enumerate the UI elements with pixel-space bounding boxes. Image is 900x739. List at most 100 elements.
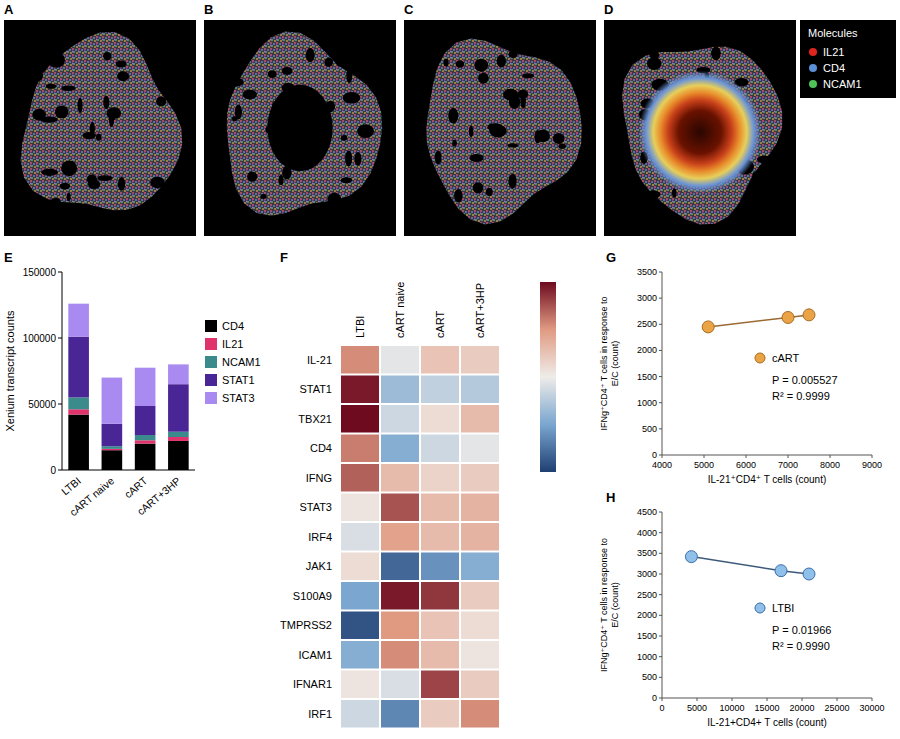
airspace	[559, 58, 575, 62]
bar-segment	[135, 440, 156, 443]
annotation: P = 0.005527	[772, 374, 838, 386]
y-tick-label: 3500	[637, 548, 657, 558]
bar-segment	[135, 435, 156, 440]
heatmap-cell	[341, 582, 379, 610]
y-tick	[659, 298, 662, 299]
legend-label: NCAM1	[823, 78, 862, 90]
y-axis	[662, 512, 663, 698]
airspace	[29, 70, 43, 82]
x-tick	[788, 455, 789, 458]
x-tick	[662, 455, 663, 458]
heatmap-cell	[341, 700, 379, 728]
airspace	[509, 94, 520, 109]
heatmap-cell	[381, 435, 419, 463]
panel-label: E	[4, 250, 13, 265]
row-label: TBX21	[298, 413, 332, 425]
category-label: cART naive	[67, 474, 116, 518]
airspace	[522, 73, 534, 78]
bar-segment	[68, 397, 89, 409]
y-tick-label: 0	[50, 465, 56, 476]
column-label: cART naive	[394, 282, 406, 338]
heatmap-cell	[381, 523, 419, 551]
heatmap-cell	[381, 346, 419, 374]
airspace	[235, 104, 242, 119]
airspace	[534, 47, 549, 59]
x-tick	[697, 698, 698, 701]
heatmap-cell	[341, 641, 379, 669]
legend-label: STAT3	[222, 392, 255, 404]
airspace	[82, 132, 95, 139]
airspace	[672, 188, 677, 197]
airspace	[507, 143, 518, 147]
heatmap-cell	[341, 523, 379, 551]
airspace	[757, 156, 773, 164]
y-tick-label: 4000	[637, 528, 657, 538]
y-axis-title-line: E/C (count)	[610, 341, 620, 387]
airspace	[345, 151, 352, 167]
x-tick-label: 15000	[754, 703, 779, 713]
bar-segment	[135, 406, 156, 435]
x-tick-label: 8000	[820, 460, 840, 470]
airspace	[61, 161, 77, 177]
row-label: JAK1	[306, 560, 332, 572]
bar-segment	[168, 441, 189, 470]
y-tick	[659, 376, 662, 377]
y-tick-label: 150000	[23, 267, 57, 278]
column-label: cART	[434, 310, 446, 338]
airspace	[48, 52, 65, 68]
airspace	[46, 84, 56, 89]
airspace	[118, 177, 125, 191]
y-tick-label: 0	[652, 693, 657, 703]
y-tick-label: 2000	[637, 345, 657, 355]
airspace	[758, 47, 774, 57]
airspace	[150, 177, 164, 189]
heatmap-cell	[341, 464, 379, 492]
y-tick	[58, 272, 62, 273]
y-tick-label: 500	[642, 672, 657, 682]
panel-label: F	[280, 250, 288, 265]
x-tick	[746, 455, 747, 458]
y-tick-label: 50000	[28, 399, 56, 410]
legend-swatch	[205, 338, 217, 350]
x-tick-label: 4000	[652, 460, 672, 470]
x-tick-label: 30000	[859, 703, 884, 713]
airspace	[282, 67, 293, 75]
bar-segment	[102, 450, 123, 470]
y-axis-title: IFNg⁺CD4⁺ T cells in response toE/C (cou…	[599, 296, 620, 430]
point	[685, 551, 697, 563]
airspace	[469, 154, 483, 162]
panel-label: H	[606, 490, 615, 505]
y-axis-title: IFNg⁺CD4⁺ T cells in response toE/C (cou…	[599, 538, 620, 672]
point	[803, 309, 815, 321]
heatmap-cell	[421, 435, 459, 463]
airspace	[358, 48, 364, 56]
airspace	[536, 129, 550, 142]
x-axis-title: IL-21⁺CD4⁺ T cells (count)	[708, 474, 827, 485]
airspace	[443, 59, 448, 67]
x-tick-label: 20000	[789, 703, 814, 713]
airspace	[478, 73, 489, 84]
heatmap-cell	[461, 553, 499, 581]
x-tick-label: 0	[659, 703, 664, 713]
row-label: STAT3	[299, 501, 332, 513]
row-label: IRF1	[308, 708, 332, 720]
legend-label: CD4	[222, 320, 244, 332]
heatmap-cell	[461, 376, 499, 404]
airspace	[247, 171, 257, 181]
y-tick-label: 100000	[23, 333, 57, 344]
bar-segment	[135, 444, 156, 470]
bar-segment	[102, 446, 123, 449]
y-tick-label: 1500	[637, 631, 657, 641]
y-tick	[659, 350, 662, 351]
bar-segment	[102, 424, 123, 446]
figure: ABCDMoleculesIL21CD4NCAM1ELTBIcART naive…	[0, 0, 900, 739]
bar-segment	[102, 378, 123, 424]
panel-label: G	[606, 250, 616, 265]
airspace	[51, 198, 61, 205]
legend-swatch	[205, 374, 217, 386]
airspace	[452, 140, 457, 147]
annotation: R² = 0.9999	[772, 390, 830, 402]
airspace	[268, 70, 277, 78]
airspace	[67, 193, 71, 201]
heatmap-cell	[421, 376, 459, 404]
